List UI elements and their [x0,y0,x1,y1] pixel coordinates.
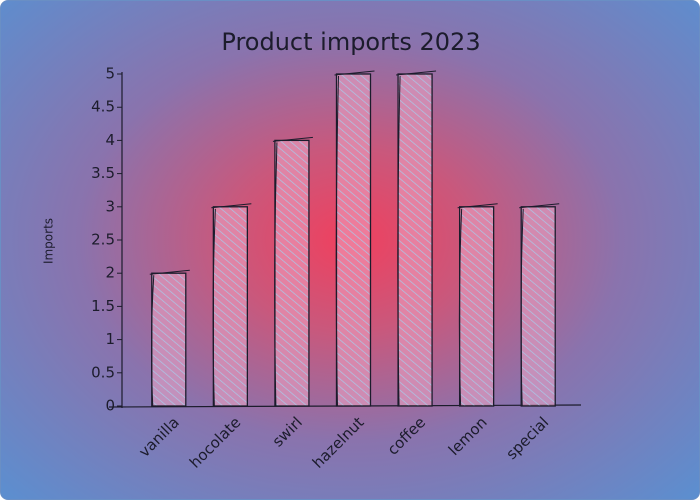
bar [335,73,372,407]
y-tick-label: 2 [105,264,115,282]
y-tick-label: 3 [105,197,115,215]
y-axis-label: Imports [42,218,56,264]
bar-sketch [272,136,313,407]
bar-sketch [149,269,190,407]
x-tick-label: coffee [384,413,429,458]
bar [520,206,556,407]
x-tick-label: special [502,413,552,463]
bar-sketch [457,203,498,407]
y-tick-label: 4 [105,131,115,149]
chart-title: Product imports 2023 [221,28,480,56]
x-tick-label: lemon [445,413,491,459]
x-tick-label: hazelnut [309,413,368,472]
y-tick-label: 2.5 [91,231,115,249]
bar [151,272,187,407]
bar [212,206,249,407]
bar-sketch [519,203,560,407]
y-tick-label: 5 [105,65,115,83]
bar [274,139,310,407]
y-tick-label: 1 [105,330,115,348]
bar [397,73,433,407]
y-tick-label: 0.5 [91,363,115,381]
bar-sketch [396,70,437,407]
y-tick-label: 3.5 [91,164,115,182]
bar-sketch [334,70,375,407]
y-tick-label: 1.5 [91,297,115,315]
bar [458,206,495,407]
x-tick-label: hocolate [186,413,244,471]
x-tick-label: vanilla [135,413,183,461]
y-tick-label: 0 [105,397,115,415]
y-tick-label: 4.5 [91,98,115,116]
bar-sketch [211,203,252,407]
x-tick-label: swirl [269,413,306,450]
